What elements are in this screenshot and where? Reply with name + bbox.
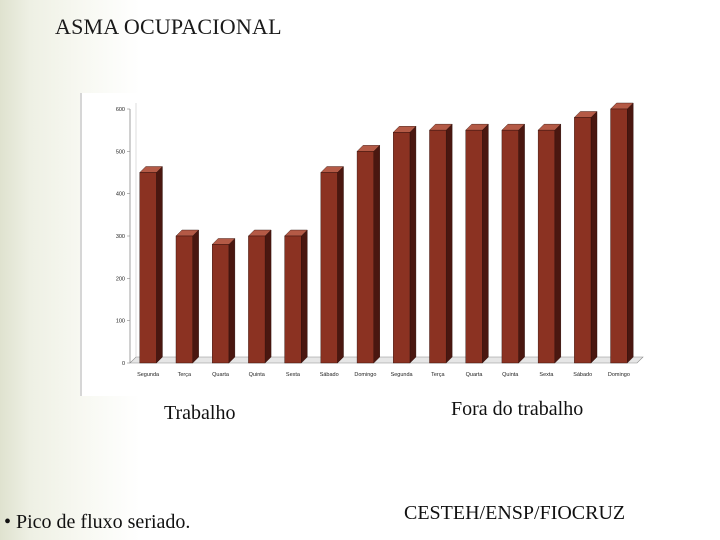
group-label-work: Trabalho	[164, 402, 236, 424]
x-category-label: Terça	[178, 372, 192, 378]
bar-chart-svg: 0 100 200 300 400 500 600 Segunda Terça Quarta Qui…	[116, 102, 644, 378]
bar	[175, 235, 193, 364]
bar	[574, 117, 592, 364]
x-category-label: Sábado	[320, 372, 339, 378]
bar	[393, 132, 411, 364]
bar-side	[409, 125, 417, 364]
bar-side	[590, 110, 598, 364]
x-category-label: Segunda	[137, 372, 160, 378]
bar	[320, 172, 338, 364]
bar	[501, 129, 519, 364]
bar	[429, 129, 447, 364]
chart-floor	[129, 356, 644, 364]
bar-side	[264, 229, 272, 364]
x-category-label: Quinta	[502, 372, 519, 378]
footer-institution: CESTEH/ENSP/FIOCRUZ	[404, 502, 626, 524]
bar-side	[445, 123, 453, 364]
bar-chart: 0 100 200 300 400 500 600 Segunda Terça Quarta Qui…	[82, 93, 665, 396]
bar-side	[301, 229, 308, 364]
bar-side	[518, 123, 525, 364]
y-tick-label: 200	[116, 276, 125, 282]
bar	[610, 108, 628, 364]
chart-labels: 0 100 200 300 400 500 600 Segunda Terça Quarta Qui…	[116, 107, 630, 378]
x-category-label: Terça	[431, 372, 445, 378]
x-category-label: Segunda	[391, 372, 414, 378]
bar-side	[554, 123, 561, 364]
y-tick-label: 600	[116, 107, 125, 113]
x-category-label: Sábado	[573, 372, 592, 378]
bar	[465, 129, 483, 364]
bar-side	[156, 166, 163, 364]
footer-note: • Pico de fluxo seriado.	[4, 511, 191, 533]
x-category-label: Domingo	[354, 372, 376, 378]
bar-side	[627, 102, 634, 364]
group-label-off-work: Fora do trabalho	[451, 398, 584, 420]
bar	[537, 129, 555, 364]
x-category-label: Quarta	[212, 372, 230, 378]
bar	[139, 172, 157, 364]
y-tick-label: 300	[116, 234, 125, 240]
bar	[212, 244, 230, 364]
bar	[356, 151, 374, 364]
x-category-label: Sexta	[539, 372, 554, 378]
y-tick-label: 100	[116, 319, 125, 325]
bar-side	[373, 144, 380, 364]
bar-side	[228, 237, 236, 364]
bar-side	[192, 229, 199, 364]
bar-side	[337, 166, 344, 364]
x-category-label: Quarta	[466, 372, 484, 378]
bar-side	[482, 123, 489, 364]
x-category-label: Sexta	[286, 372, 301, 378]
y-tick-label: 400	[116, 192, 125, 198]
slide-title: ASMA OCUPACIONAL	[55, 14, 282, 39]
chart-axes	[127, 103, 644, 364]
x-category-label: Domingo	[608, 372, 630, 378]
bar	[248, 235, 266, 364]
y-tick-label: 0	[122, 361, 125, 367]
bar	[284, 235, 302, 364]
y-tick-label: 500	[116, 149, 125, 155]
chart-bars	[139, 102, 634, 364]
x-category-label: Quinta	[249, 372, 266, 378]
